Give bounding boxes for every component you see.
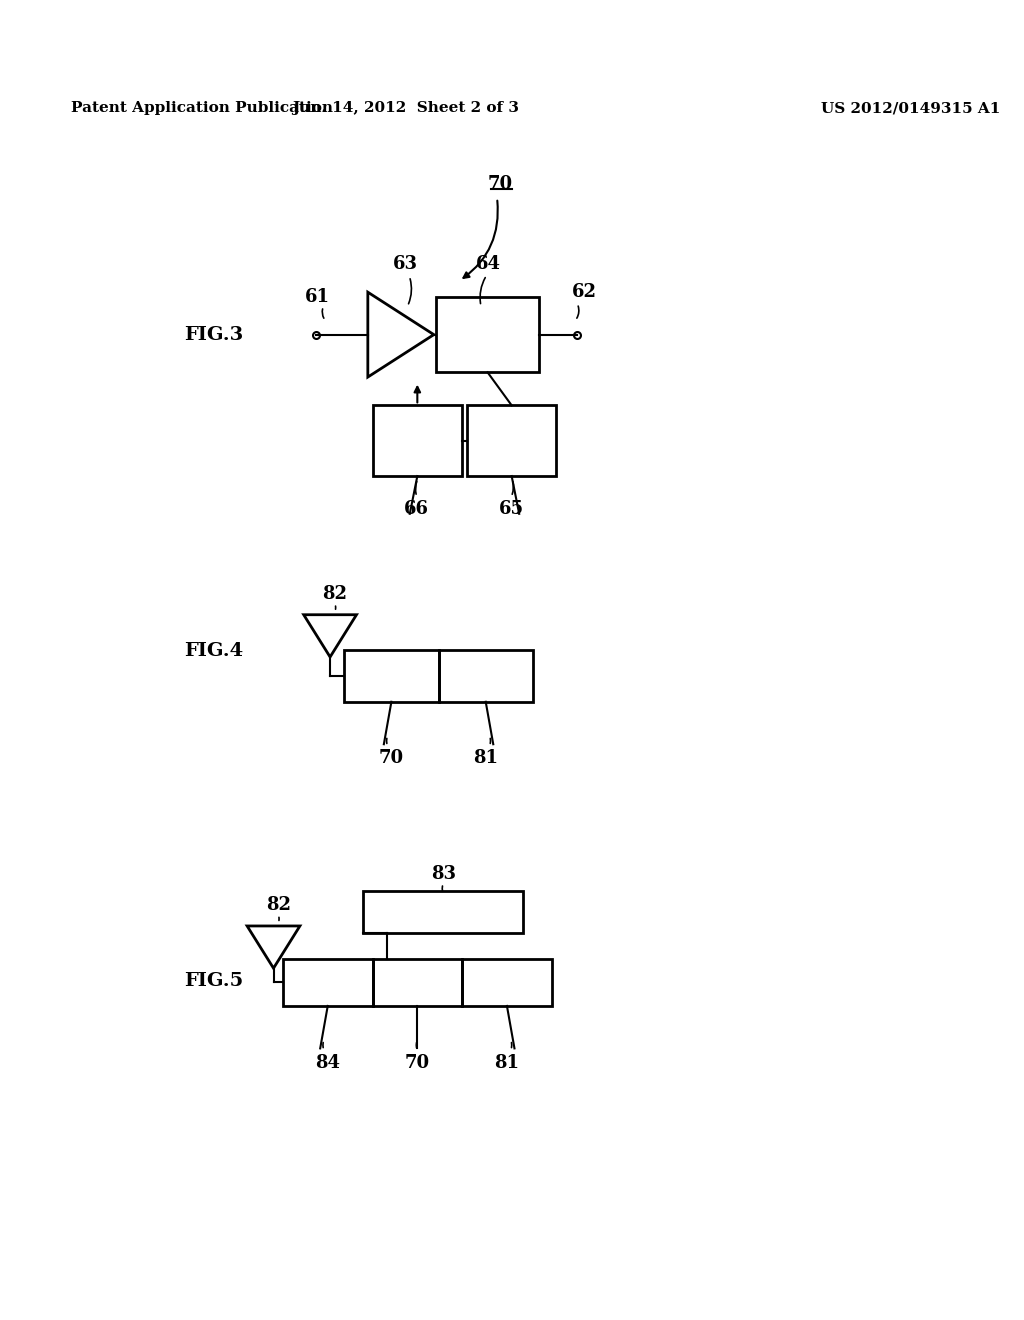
Bar (462, 958, 552, 1006)
Text: Patent Application Publication: Patent Application Publication (71, 102, 333, 115)
Text: 61: 61 (305, 288, 331, 306)
Text: 70: 70 (404, 1053, 430, 1072)
Text: 64: 64 (476, 255, 501, 273)
Text: 82: 82 (323, 585, 347, 603)
Bar (344, 649, 438, 702)
Text: FIG.3: FIG.3 (184, 326, 243, 343)
Text: US 2012/0149315 A1: US 2012/0149315 A1 (820, 102, 999, 115)
Text: 70: 70 (487, 174, 512, 193)
Text: Jun. 14, 2012  Sheet 2 of 3: Jun. 14, 2012 Sheet 2 of 3 (292, 102, 519, 115)
Bar (438, 649, 532, 702)
Text: 81: 81 (495, 1053, 519, 1072)
Text: 66: 66 (404, 500, 429, 517)
Text: 82: 82 (265, 896, 291, 915)
Bar (283, 958, 373, 1006)
Bar (373, 958, 462, 1006)
Text: 84: 84 (315, 1053, 340, 1072)
Bar (364, 891, 523, 933)
Text: 70: 70 (379, 750, 403, 767)
Bar (467, 405, 556, 477)
Text: 63: 63 (393, 255, 418, 273)
Text: 65: 65 (499, 500, 523, 517)
Bar (373, 405, 462, 477)
Text: FIG.4: FIG.4 (184, 642, 243, 660)
Text: FIG.5: FIG.5 (184, 972, 243, 990)
Text: 62: 62 (572, 284, 597, 301)
Bar (436, 297, 540, 372)
Text: 81: 81 (473, 750, 499, 767)
Text: 83: 83 (431, 865, 456, 883)
